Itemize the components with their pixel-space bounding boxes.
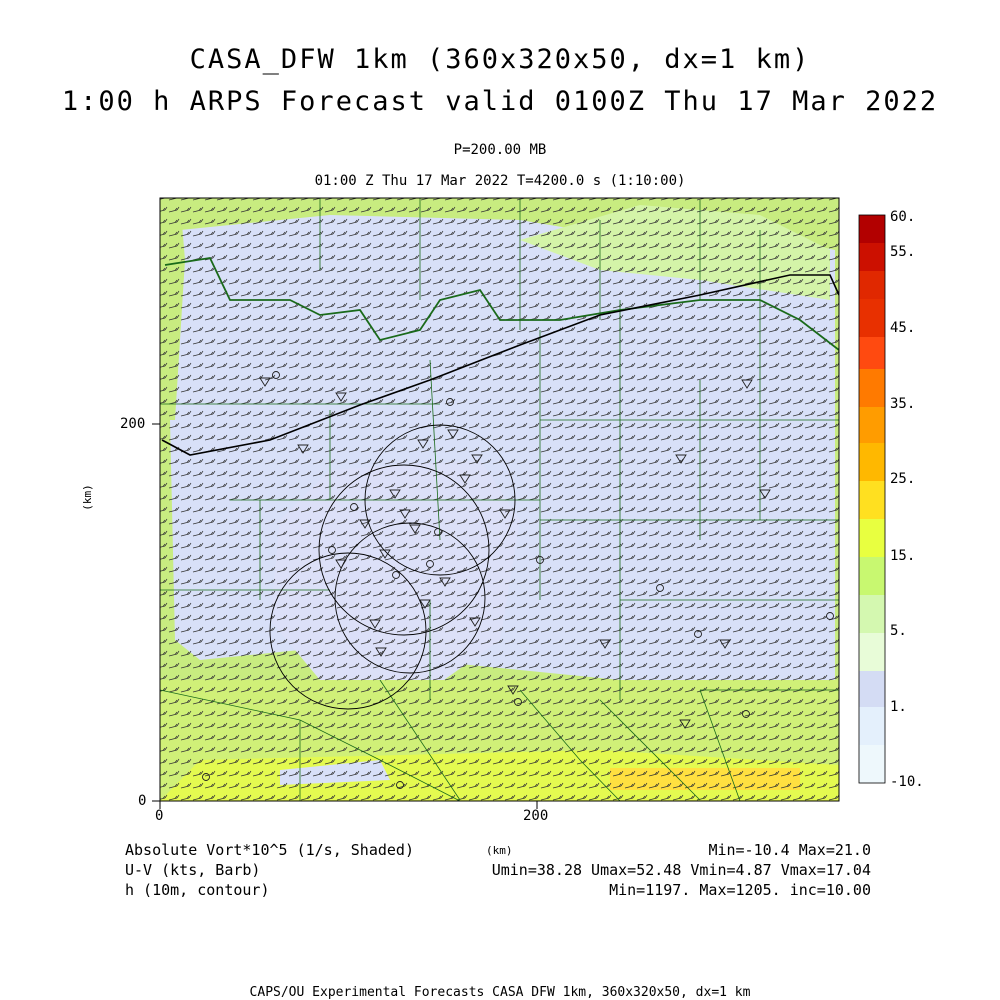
- y-tick-200: 200: [120, 416, 146, 432]
- colorbar-label-45: 45.: [890, 320, 916, 336]
- time-label: 01:00 Z Thu 17 Mar 2022 T=4200.0 s (1:10…: [314, 173, 686, 189]
- legend-field-height: h (10m, contour): [125, 881, 270, 899]
- radar-range-rings: [269, 424, 516, 710]
- legend-stats-wind: Umin=38.28 Umax=52.48 Vmin=4.87 Vmax=17.…: [491, 861, 871, 879]
- plot-frame: [159, 197, 840, 802]
- county-borders: [160, 198, 839, 801]
- axis-ticks: [152, 423, 538, 809]
- credit-line: CAPS/OU Experimental Forecasts CASA DFW …: [249, 985, 751, 1000]
- legend-field-wind: U-V (kts, Barb): [125, 861, 261, 879]
- legend-stats-vorticity: Min=-10.4 Max=21.0: [708, 841, 871, 859]
- pressure-level: P=200.00 MB: [453, 142, 547, 158]
- colorbar-label-25: 25.: [890, 471, 916, 487]
- title-line-2: 1:00 h ARPS Forecast valid 0100Z Thu 17 …: [61, 86, 939, 117]
- station-markers: [202, 371, 834, 789]
- title-line-1: CASA_DFW 1km (360x320x50, dx=1 km): [189, 44, 811, 75]
- colorbar-label-neg10: -10.: [890, 774, 924, 790]
- y-axis-unit: (km): [80, 484, 94, 511]
- colorbar-label-55: 55.: [890, 244, 916, 260]
- legend-field-vorticity: Absolute Vort*10^5 (1/s, Shaded): [125, 841, 414, 859]
- y-tick-0: 0: [138, 793, 147, 809]
- x-tick-0: 0: [155, 808, 164, 824]
- colorbar: [858, 214, 886, 784]
- vorticity-field: [160, 198, 839, 801]
- red-river-border: [164, 257, 839, 351]
- x-tick-200: 200: [523, 808, 549, 824]
- colorbar-label-15: 15.: [890, 548, 916, 564]
- colorbar-label-60: 60.: [890, 209, 916, 225]
- colorbar-label-35: 35.: [890, 396, 916, 412]
- wind-barbs: [160, 198, 839, 801]
- legend-stats-height: Min=1197. Max=1205. inc=10.00: [609, 881, 871, 899]
- colorbar-label-1: 1.: [890, 699, 907, 715]
- height-contour: [161, 274, 839, 456]
- x-axis-unit: (km): [486, 844, 513, 857]
- colorbar-label-5: 5.: [890, 623, 907, 639]
